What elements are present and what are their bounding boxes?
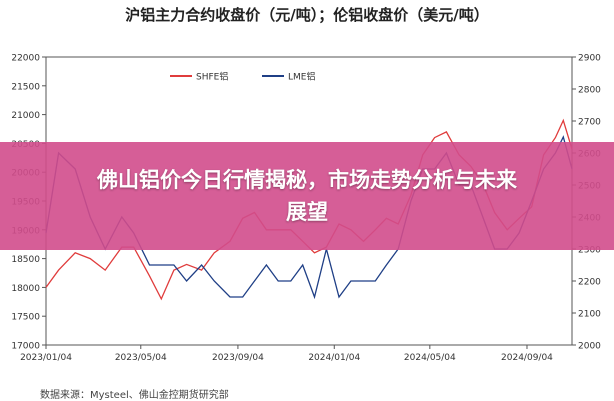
right-tick-label: 2800	[578, 86, 601, 96]
right-tick-label: 2100	[578, 310, 601, 320]
left-tick-label: 21000	[11, 111, 40, 121]
x-tick-label: 2024/01/04	[308, 353, 360, 363]
right-tick-label: 2900	[578, 54, 601, 64]
left-tick-label: 17500	[11, 313, 40, 323]
headline-banner: 佛山铝价今日行情揭秘，市场走势分析与未来展望	[0, 142, 614, 250]
left-tick-label: 18000	[11, 284, 40, 294]
legend-label: SHFE铝	[196, 71, 228, 83]
x-axis-ticks: 2023/01/04 2023/05/04 2023/09/04 2024/01/04…	[20, 345, 553, 363]
left-tick-label: 18500	[11, 255, 40, 265]
x-tick-label: 2024/05/04	[404, 353, 456, 363]
x-tick-label: 2023/09/04	[212, 353, 264, 363]
x-tick-label: 2024/09/04	[501, 353, 553, 363]
x-tick-label: 2023/05/04	[115, 353, 167, 363]
chart-legend: SHFE铝 LME铝	[170, 71, 315, 83]
headline-text: 佛山铝价今日行情揭秘，市场走势分析与未来展望	[97, 168, 517, 224]
x-tick-label: 2023/01/04	[20, 353, 72, 363]
right-tick-label: 2700	[578, 118, 601, 128]
chart-title: 沪铝主力合约收盘价（元/吨）；伦铝收盘价（美元/吨）	[125, 6, 489, 24]
left-tick-label: 21500	[11, 82, 40, 92]
right-tick-label: 2300	[578, 246, 601, 256]
right-tick-label: 2200	[578, 278, 601, 288]
left-tick-label: 22000	[11, 54, 40, 64]
left-tick-label: 17000	[11, 342, 40, 352]
right-tick-label: 2000	[578, 342, 601, 352]
source-note: 数据来源：Mysteel、佛山金控期货研究部	[40, 390, 229, 401]
legend-label: LME铝	[288, 71, 315, 83]
